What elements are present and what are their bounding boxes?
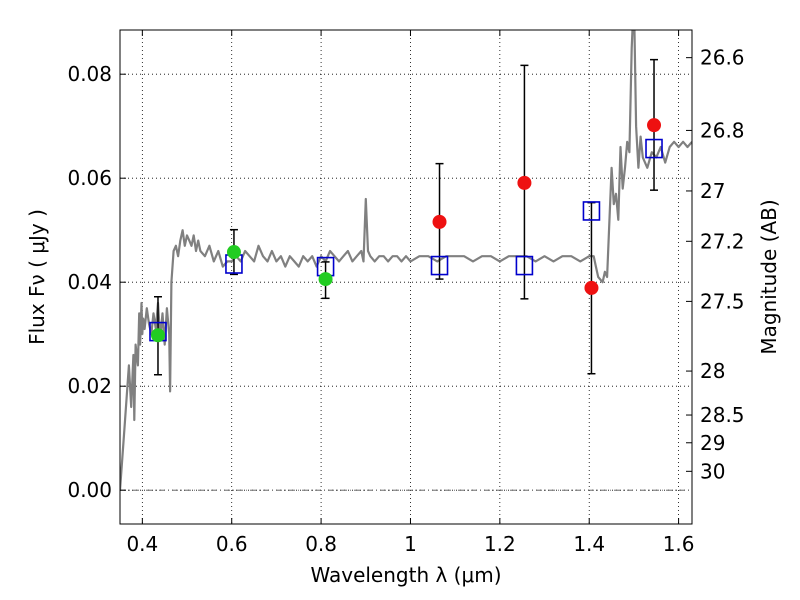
- y-axis-ticks: 0.00 0.02 0.04 0.06 0.08: [67, 62, 126, 502]
- magnitude-axis-ticks: 26.6 26.8 27 27.2 27.5 28 28.5 29 30: [686, 46, 745, 483]
- x-tick-label: 1.6: [663, 532, 695, 556]
- x-tick-label: 1.2: [484, 532, 516, 556]
- y-tick-label: 0.00: [67, 478, 112, 502]
- filled-circle-marker: [584, 280, 599, 295]
- open-square-marker: [430, 255, 449, 276]
- magnitude-tick-label: 30: [700, 459, 725, 483]
- filled-circle-marker: [318, 272, 333, 287]
- open-square-marker: [645, 138, 663, 159]
- open-square-marker: [582, 201, 601, 221]
- filled-circle-marker: [517, 175, 532, 190]
- filled-circle-marker: [226, 245, 241, 260]
- grid-lines: [120, 30, 692, 524]
- x-tick-label: 0.4: [126, 532, 158, 556]
- magnitude-tick-label: 28: [700, 359, 725, 383]
- open-square-marker: [515, 255, 534, 276]
- magnitude-tick-label: 27.5: [700, 289, 745, 313]
- y-tick-label: 0.08: [67, 62, 112, 86]
- x-tick-label: 0.6: [216, 532, 248, 556]
- filled-circle-marker: [150, 328, 165, 343]
- magnitude-tick-label: 27: [700, 179, 725, 203]
- magnitude-tick-label: 26.8: [700, 118, 745, 142]
- data-markers: [149, 118, 663, 343]
- x-tick-label: 1: [404, 532, 417, 556]
- magnitude-axis-label: Magnitude (AB): [757, 199, 781, 354]
- plot-background: [120, 30, 692, 524]
- y-tick-label: 0.04: [67, 270, 112, 294]
- y-axis-label: Flux Fν ( μJy ): [25, 209, 49, 345]
- plot-frame: [119, 29, 693, 525]
- magnitude-tick-label: 29: [700, 431, 725, 455]
- x-tick-label: 1.4: [573, 532, 605, 556]
- magnitude-tick-label: 27.2: [700, 229, 745, 253]
- x-tick-label: 0.8: [305, 532, 337, 556]
- filled-circle-marker: [432, 214, 447, 229]
- x-axis-ticks: 0.4 0.6 0.8 1 1.2 1.4 1.6: [126, 30, 695, 556]
- filled-circle-marker: [647, 118, 662, 133]
- x-axis-label: Wavelength λ (μm): [310, 563, 501, 587]
- y-tick-label: 0.06: [67, 166, 112, 190]
- magnitude-tick-label: 28.5: [700, 403, 745, 427]
- y-tick-label: 0.02: [67, 374, 112, 398]
- magnitude-tick-label: 26.6: [700, 46, 745, 70]
